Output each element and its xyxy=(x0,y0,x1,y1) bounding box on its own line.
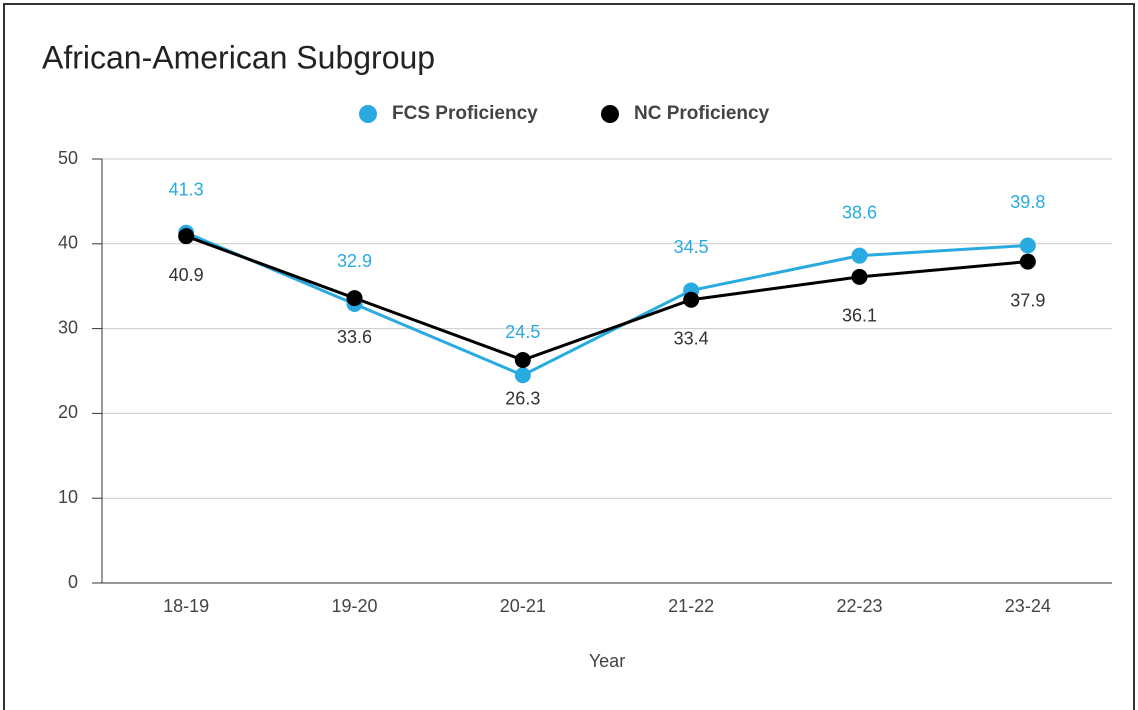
chart-frame xyxy=(3,3,1135,710)
x-tick-label: 19-20 xyxy=(331,596,377,616)
data-point xyxy=(514,351,531,368)
data-label: 33.6 xyxy=(337,327,372,347)
data-label: 32.9 xyxy=(337,251,372,271)
legend-marker xyxy=(359,105,377,123)
data-label: 26.3 xyxy=(505,389,540,409)
data-point xyxy=(851,247,868,264)
data-point xyxy=(1019,253,1036,270)
data-label: 34.5 xyxy=(674,237,709,257)
data-point xyxy=(514,367,531,384)
data-point xyxy=(178,228,195,245)
data-label: 37.9 xyxy=(1010,290,1045,310)
chart-title: African-American Subgroup xyxy=(42,39,435,75)
data-label: 38.6 xyxy=(842,202,877,222)
y-tick-label: 40 xyxy=(58,233,78,253)
series-line xyxy=(185,231,1028,377)
data-label: 41.3 xyxy=(169,180,204,200)
x-tick-label: 20-21 xyxy=(500,596,546,616)
data-label: 39.8 xyxy=(1010,192,1045,212)
data-point xyxy=(851,268,868,285)
x-tick-label: 22-23 xyxy=(836,596,882,616)
y-tick-label: 30 xyxy=(58,317,78,337)
data-label: 36.1 xyxy=(842,306,877,326)
y-tick-label: 50 xyxy=(58,148,78,168)
data-label: 24.5 xyxy=(505,322,540,342)
y-tick-label: 20 xyxy=(58,402,78,422)
x-tick-label: 21-22 xyxy=(668,596,714,616)
data-point xyxy=(346,290,363,307)
data-point xyxy=(1019,237,1036,254)
legend-label: NC Proficiency xyxy=(634,103,770,124)
x-tick-label: 18-19 xyxy=(163,596,209,616)
x-tick-label: 23-24 xyxy=(1005,596,1051,616)
legend-label: FCS Proficiency xyxy=(392,103,538,124)
x-axis-label: Year xyxy=(589,651,625,671)
data-label: 40.9 xyxy=(169,265,204,285)
legend-marker xyxy=(601,105,619,123)
data-label: 33.4 xyxy=(674,329,709,349)
y-tick-label: 10 xyxy=(58,487,78,507)
series-line xyxy=(185,234,1028,362)
y-tick-label: 0 xyxy=(68,572,78,592)
data-point xyxy=(683,291,700,308)
